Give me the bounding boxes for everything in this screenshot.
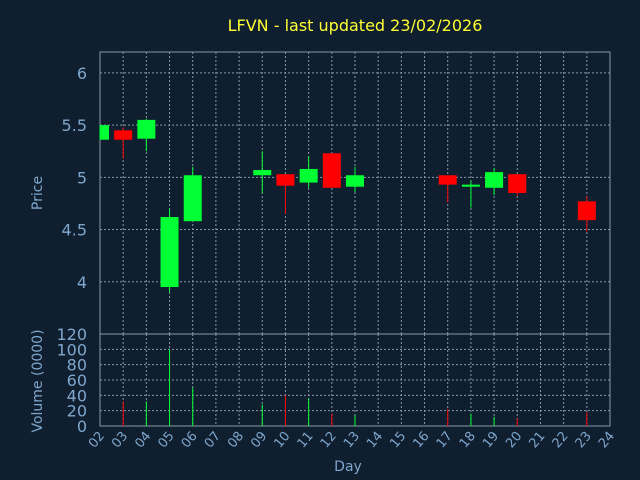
x-tick-label: 12 xyxy=(318,429,340,451)
x-tick-label: 05 xyxy=(155,429,177,451)
candle-body xyxy=(299,168,318,183)
x-tick-label: 08 xyxy=(225,429,247,451)
candle-body xyxy=(160,217,179,287)
candles xyxy=(99,118,596,293)
volume-axis-label: Volume (0000) xyxy=(30,329,46,432)
x-tick-label: 11 xyxy=(295,429,317,451)
candle-body xyxy=(137,119,156,139)
price-tick-label: 4 xyxy=(77,273,87,292)
x-tick-label: 13 xyxy=(341,429,363,451)
x-tick-label: 02 xyxy=(86,429,108,451)
x-tick-label: 03 xyxy=(109,429,131,451)
volume-tick-label: 0 xyxy=(77,417,87,436)
x-ticks: 02 03 04 05 06 07 08 09 10 11 12 13 14 15 16 17 18 19 20 21… xyxy=(86,429,618,451)
price-tick-label: 5.5 xyxy=(62,116,87,135)
price-tick-label: 6 xyxy=(77,64,87,83)
candle-body xyxy=(485,172,504,188)
price-axis-label: Price xyxy=(30,176,46,210)
x-tick-label: 19 xyxy=(480,429,502,451)
volume-tick-label: 120 xyxy=(56,325,87,344)
x-tick-label: 20 xyxy=(503,429,525,451)
x-axis-label: Day xyxy=(334,459,362,475)
x-tick-label: 22 xyxy=(550,429,572,451)
volume-tick-label: 40 xyxy=(67,386,87,405)
candle-body xyxy=(346,175,364,187)
volume-bars xyxy=(122,349,588,426)
x-tick-label: 17 xyxy=(434,429,456,451)
price-grid xyxy=(99,52,611,334)
chart-title: LFVN - last updated 23/02/2026 xyxy=(228,16,483,35)
x-tick-label: 06 xyxy=(179,429,201,451)
x-tick-label: 15 xyxy=(387,429,409,451)
candle-body xyxy=(253,170,272,176)
candle-body xyxy=(438,175,457,185)
candle-body xyxy=(461,184,480,187)
x-tick-label: 07 xyxy=(202,429,224,451)
x-tick-label: 23 xyxy=(573,429,595,451)
candle-body xyxy=(508,174,527,193)
x-tick-label: 04 xyxy=(132,429,154,451)
candle-body xyxy=(100,125,109,140)
volume-tick-label: 60 xyxy=(67,371,87,390)
price-tick-label: 4.5 xyxy=(62,221,87,240)
candle-body xyxy=(577,201,596,221)
candle-body xyxy=(322,153,341,188)
volume-tick-label: 20 xyxy=(67,402,87,421)
candle-body xyxy=(276,174,295,186)
candle-body xyxy=(114,130,133,140)
x-tick-label: 09 xyxy=(248,429,270,451)
volume-tick-label: 80 xyxy=(67,356,87,375)
volume-grid xyxy=(99,334,611,426)
x-tick-label: 18 xyxy=(457,429,479,451)
x-tick-label: 14 xyxy=(364,429,386,451)
price-tick-label: 5 xyxy=(77,168,87,187)
volume-tick-label: 100 xyxy=(56,340,87,359)
x-tick-label: 10 xyxy=(271,429,293,451)
x-tick-label: 24 xyxy=(596,429,618,451)
price-y-ticks: 4 4.5 5 5.5 6 xyxy=(62,64,87,292)
candle-body xyxy=(183,175,202,222)
x-tick-label: 21 xyxy=(526,429,548,451)
x-tick-label: 16 xyxy=(410,429,432,451)
